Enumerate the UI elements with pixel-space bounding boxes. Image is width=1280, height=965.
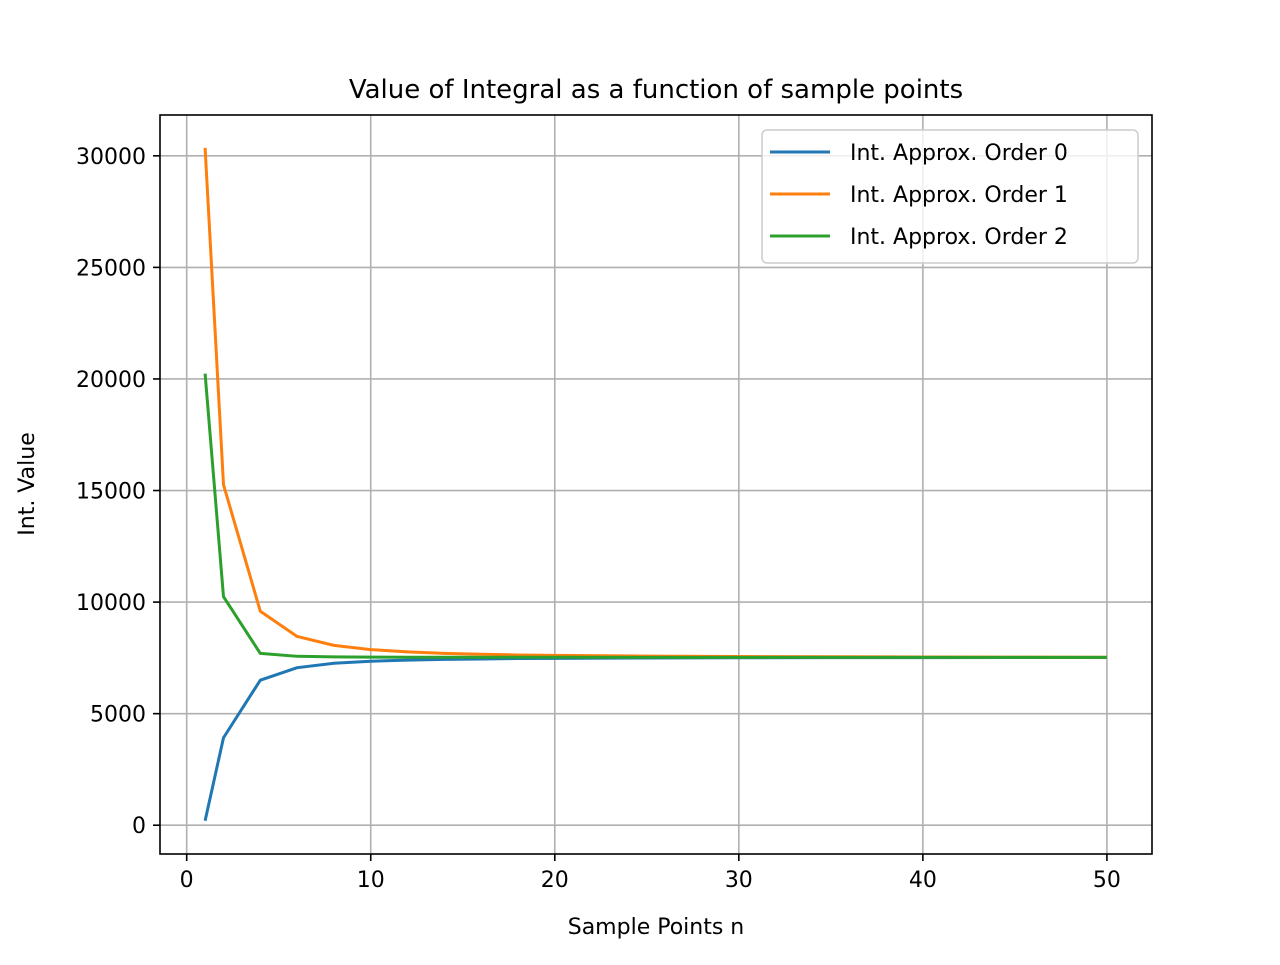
x-axis-label: Sample Points n <box>568 915 745 940</box>
series-line-order-2 <box>203 373 1107 659</box>
x-tick-label: 10 <box>357 868 385 893</box>
x-tick-label: 40 <box>909 868 937 893</box>
y-tick-label: 20000 <box>76 368 146 393</box>
series-lines <box>203 147 1107 822</box>
x-tick-label: 50 <box>1093 868 1121 893</box>
axis-ticks: 0 10 20 30 40 50 0 5000 10000 15000 20000 25000 3000… <box>76 145 1121 893</box>
grid <box>160 115 1152 854</box>
x-tick-label: 0 <box>180 868 194 893</box>
y-tick-label: 15000 <box>76 480 146 505</box>
legend-label-order-0: Int. Approx. Order 0 <box>850 141 1068 166</box>
y-tick-label: 5000 <box>90 703 146 728</box>
legend: Int. Approx. Order 0 Int. Approx. Order … <box>761 129 1139 264</box>
y-tick-label: 25000 <box>76 256 146 281</box>
x-tick-label: 20 <box>541 868 569 893</box>
legend-label-order-2: Int. Approx. Order 2 <box>850 225 1068 250</box>
x-tick-label: 30 <box>725 868 753 893</box>
y-tick-label: 10000 <box>76 591 146 616</box>
y-axis-label: Int. Value <box>15 432 40 535</box>
legend-box <box>761 129 1139 264</box>
chart-title: Value of Integral as a function of sampl… <box>349 75 963 105</box>
legend-label-order-1: Int. Approx. Order 1 <box>850 183 1068 208</box>
y-tick-label: 30000 <box>76 145 146 170</box>
plot-frame <box>159 114 1153 855</box>
y-tick-label: 0 <box>132 814 146 839</box>
